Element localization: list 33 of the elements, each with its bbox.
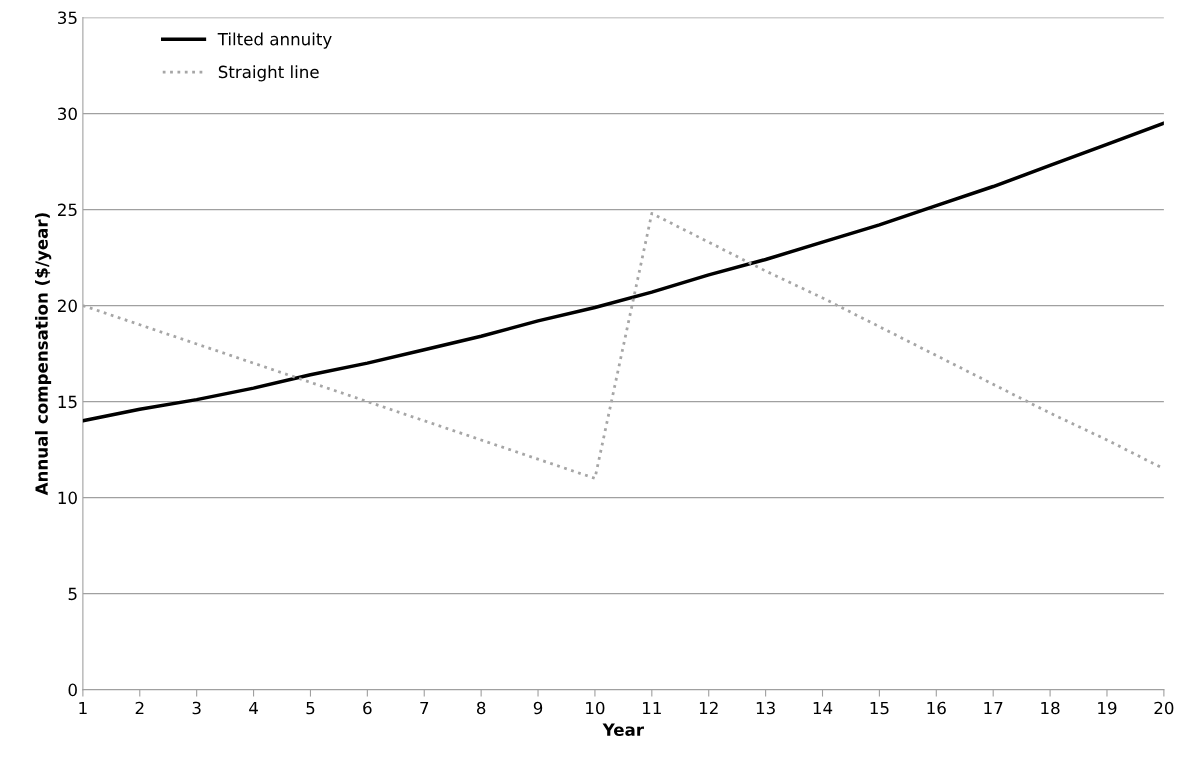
x-tick-label: 17 — [984, 701, 1003, 715]
x-tick-label: 7 — [420, 701, 429, 715]
y-tick-label: 35 — [58, 11, 77, 25]
x-tick-label: 20 — [1154, 701, 1174, 715]
legend-label: Straight line — [218, 65, 319, 82]
x-tick-label: 10 — [586, 701, 605, 715]
y-tick-label: 10 — [58, 491, 77, 505]
x-tick-label: 5 — [306, 701, 315, 715]
x-axis-title: Year — [602, 723, 644, 736]
x-tick-label: 2 — [135, 701, 144, 715]
y-tick-label: 20 — [58, 299, 77, 313]
legend-label: Tilted annuity — [217, 32, 332, 49]
y-tick-label: 5 — [68, 587, 77, 601]
x-tick-label: 12 — [699, 701, 718, 715]
line-series — [82, 121, 1164, 423]
y-tick-label: 25 — [58, 203, 77, 217]
x-tick-label: 11 — [643, 701, 661, 715]
x-tick-label: 1 — [79, 701, 87, 715]
x-tick-label: 14 — [813, 701, 833, 715]
x-tick-label: 4 — [249, 701, 258, 715]
x-tick-label: 19 — [1098, 701, 1117, 715]
x-tick-label: 16 — [927, 701, 946, 715]
x-tick-label: 6 — [363, 701, 372, 715]
y-axis-title: Annual compensation ($/year) — [34, 213, 52, 496]
y-tick-label: 0 — [68, 683, 77, 697]
x-tick-label: 15 — [870, 701, 889, 715]
x-tick-label: 9 — [533, 701, 543, 715]
x-tick-label: 3 — [192, 701, 201, 715]
y-tick-label: 30 — [58, 107, 77, 121]
x-tick-label: 18 — [1041, 701, 1060, 715]
x-tick-label: 8 — [476, 701, 486, 715]
x-tick-label: 13 — [756, 701, 775, 715]
y-tick-label: 15 — [58, 395, 77, 409]
